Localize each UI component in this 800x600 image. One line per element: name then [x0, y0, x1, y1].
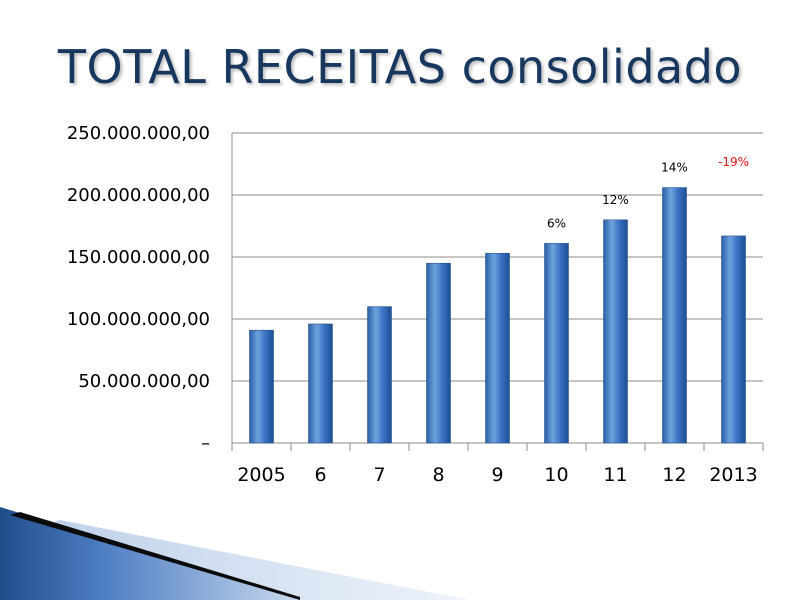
x-axis-ticks: 2005 6 7 8 9 10 11 12 2013 — [237, 464, 757, 486]
y-tick-label: 50.000.000,00 — [78, 371, 210, 392]
data-label: -19% — [718, 155, 749, 169]
y-axis-ticks: – 50.000.000,00 100.000.000,00 150.000.000,… — [67, 123, 210, 454]
y-tick-label: 100.000.000,00 — [67, 309, 210, 330]
x-tick-label: 7 — [373, 464, 385, 486]
x-tick-label: 11 — [603, 464, 627, 486]
bar-12 — [662, 187, 687, 444]
x-tick-label: 2013 — [709, 464, 757, 486]
x-tick-label: 10 — [544, 464, 568, 486]
bar-2005 — [249, 329, 274, 444]
bar-7 — [367, 306, 392, 444]
data-label: 6% — [547, 216, 566, 230]
data-labels: 6% 12% 14% -19% — [547, 155, 749, 230]
slide-title: TOTAL RECEITAS consolidado — [57, 40, 743, 94]
y-tick-label: – — [201, 433, 210, 454]
decor-black-stripe — [10, 512, 300, 600]
bar-11 — [603, 219, 628, 444]
bar-10 — [544, 243, 569, 444]
y-tick-label: 250.000.000,00 — [67, 123, 210, 144]
x-tick-label: 9 — [491, 464, 503, 486]
data-label: 12% — [602, 193, 629, 207]
y-tick-label: 150.000.000,00 — [67, 247, 210, 268]
x-tick-label: 12 — [662, 464, 686, 486]
bar-2013 — [721, 235, 746, 444]
bar-8 — [426, 262, 451, 444]
bar-6 — [308, 323, 333, 444]
y-tick-label: 200.000.000,00 — [67, 185, 210, 206]
data-label: 14% — [661, 161, 688, 175]
x-tick-label: 6 — [314, 464, 326, 486]
bar-9 — [485, 253, 510, 444]
x-tick-label: 2005 — [237, 464, 285, 486]
bars — [249, 187, 746, 444]
x-tick-label: 8 — [432, 464, 444, 486]
bar-chart: – 50.000.000,00 100.000.000,00 150.000.000,… — [67, 123, 764, 486]
